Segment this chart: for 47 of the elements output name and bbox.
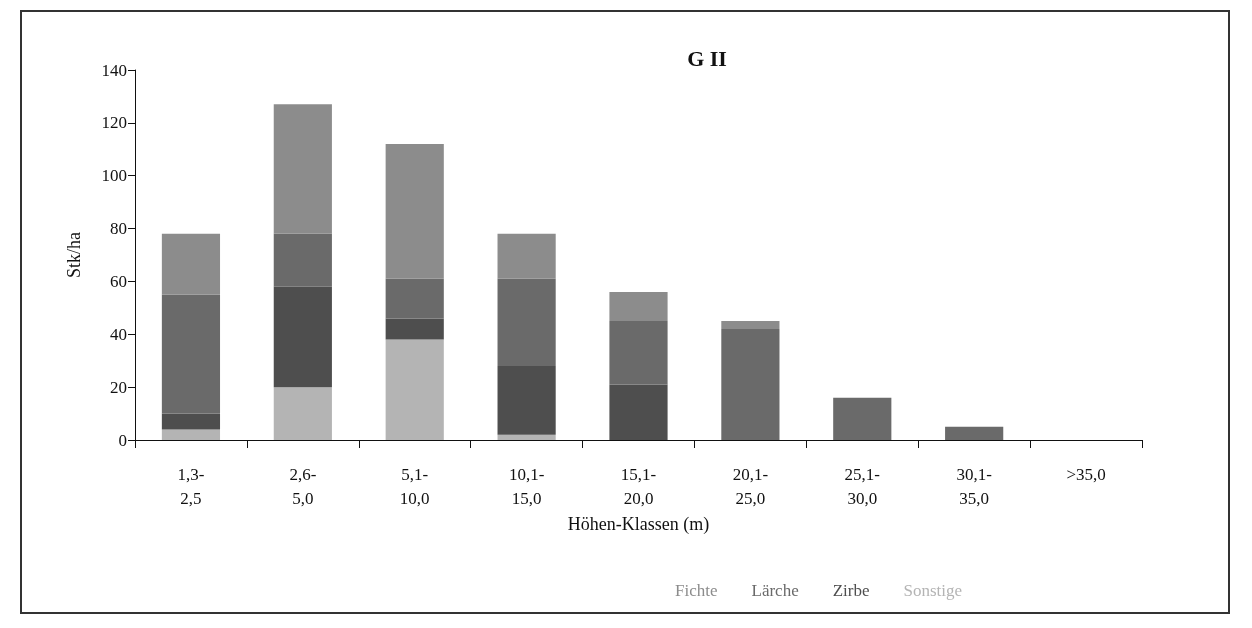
bar [161, 429, 221, 440]
bar [497, 233, 556, 279]
bar [609, 384, 668, 440]
bar [833, 397, 892, 440]
x-tick-label: 25,1-30,0 [844, 464, 881, 508]
y-tick-label: 120 [101, 113, 127, 133]
bar [161, 294, 221, 414]
bar [161, 413, 221, 430]
bar [273, 286, 332, 388]
y-tick-label: 0 [118, 430, 127, 450]
bar [385, 144, 444, 279]
bar [945, 426, 1004, 440]
chart-title: G II [687, 45, 727, 71]
bar [721, 329, 780, 440]
x-tick-label: 1,3-2,5 [177, 464, 205, 508]
x-tick-label: 30,1-35,0 [956, 464, 993, 508]
bar [497, 278, 556, 366]
text: Lärche [751, 581, 799, 600]
text: Zirbe [832, 581, 870, 600]
bar [609, 292, 668, 322]
x-axis-title: Höhen-Klassen (m) [567, 513, 710, 535]
bar [609, 321, 668, 385]
bar [385, 339, 444, 440]
bar [273, 233, 332, 287]
x-tick-label: >35,0 [1066, 464, 1106, 484]
x-tick-label: 15,1-20,0 [620, 464, 657, 508]
x-tick-label: 20,1-25,0 [732, 464, 769, 508]
y-tick-label: 60 [110, 271, 127, 291]
x-tick-label: 5,1-10,0 [399, 464, 430, 508]
x-tick-label: 10,1-15,0 [508, 464, 545, 508]
y-tick-label: 140 [101, 60, 127, 80]
y-tick-label: 20 [110, 377, 127, 397]
y-tick-label: 40 [110, 324, 127, 344]
y-tick-label: 100 [101, 166, 127, 186]
bar [497, 434, 556, 440]
bar [497, 366, 556, 435]
y-axis-title: Stk/ha [64, 231, 84, 279]
bar [161, 233, 221, 295]
bar [721, 321, 780, 329]
y-tick-label: 80 [110, 219, 127, 239]
x-tick-label: 2,6-5,0 [289, 464, 317, 508]
bar [273, 387, 332, 440]
bar [273, 104, 332, 234]
text: Fichte [675, 581, 718, 600]
text: Sonstige [903, 581, 963, 600]
bar [385, 318, 444, 340]
bar [385, 278, 444, 319]
